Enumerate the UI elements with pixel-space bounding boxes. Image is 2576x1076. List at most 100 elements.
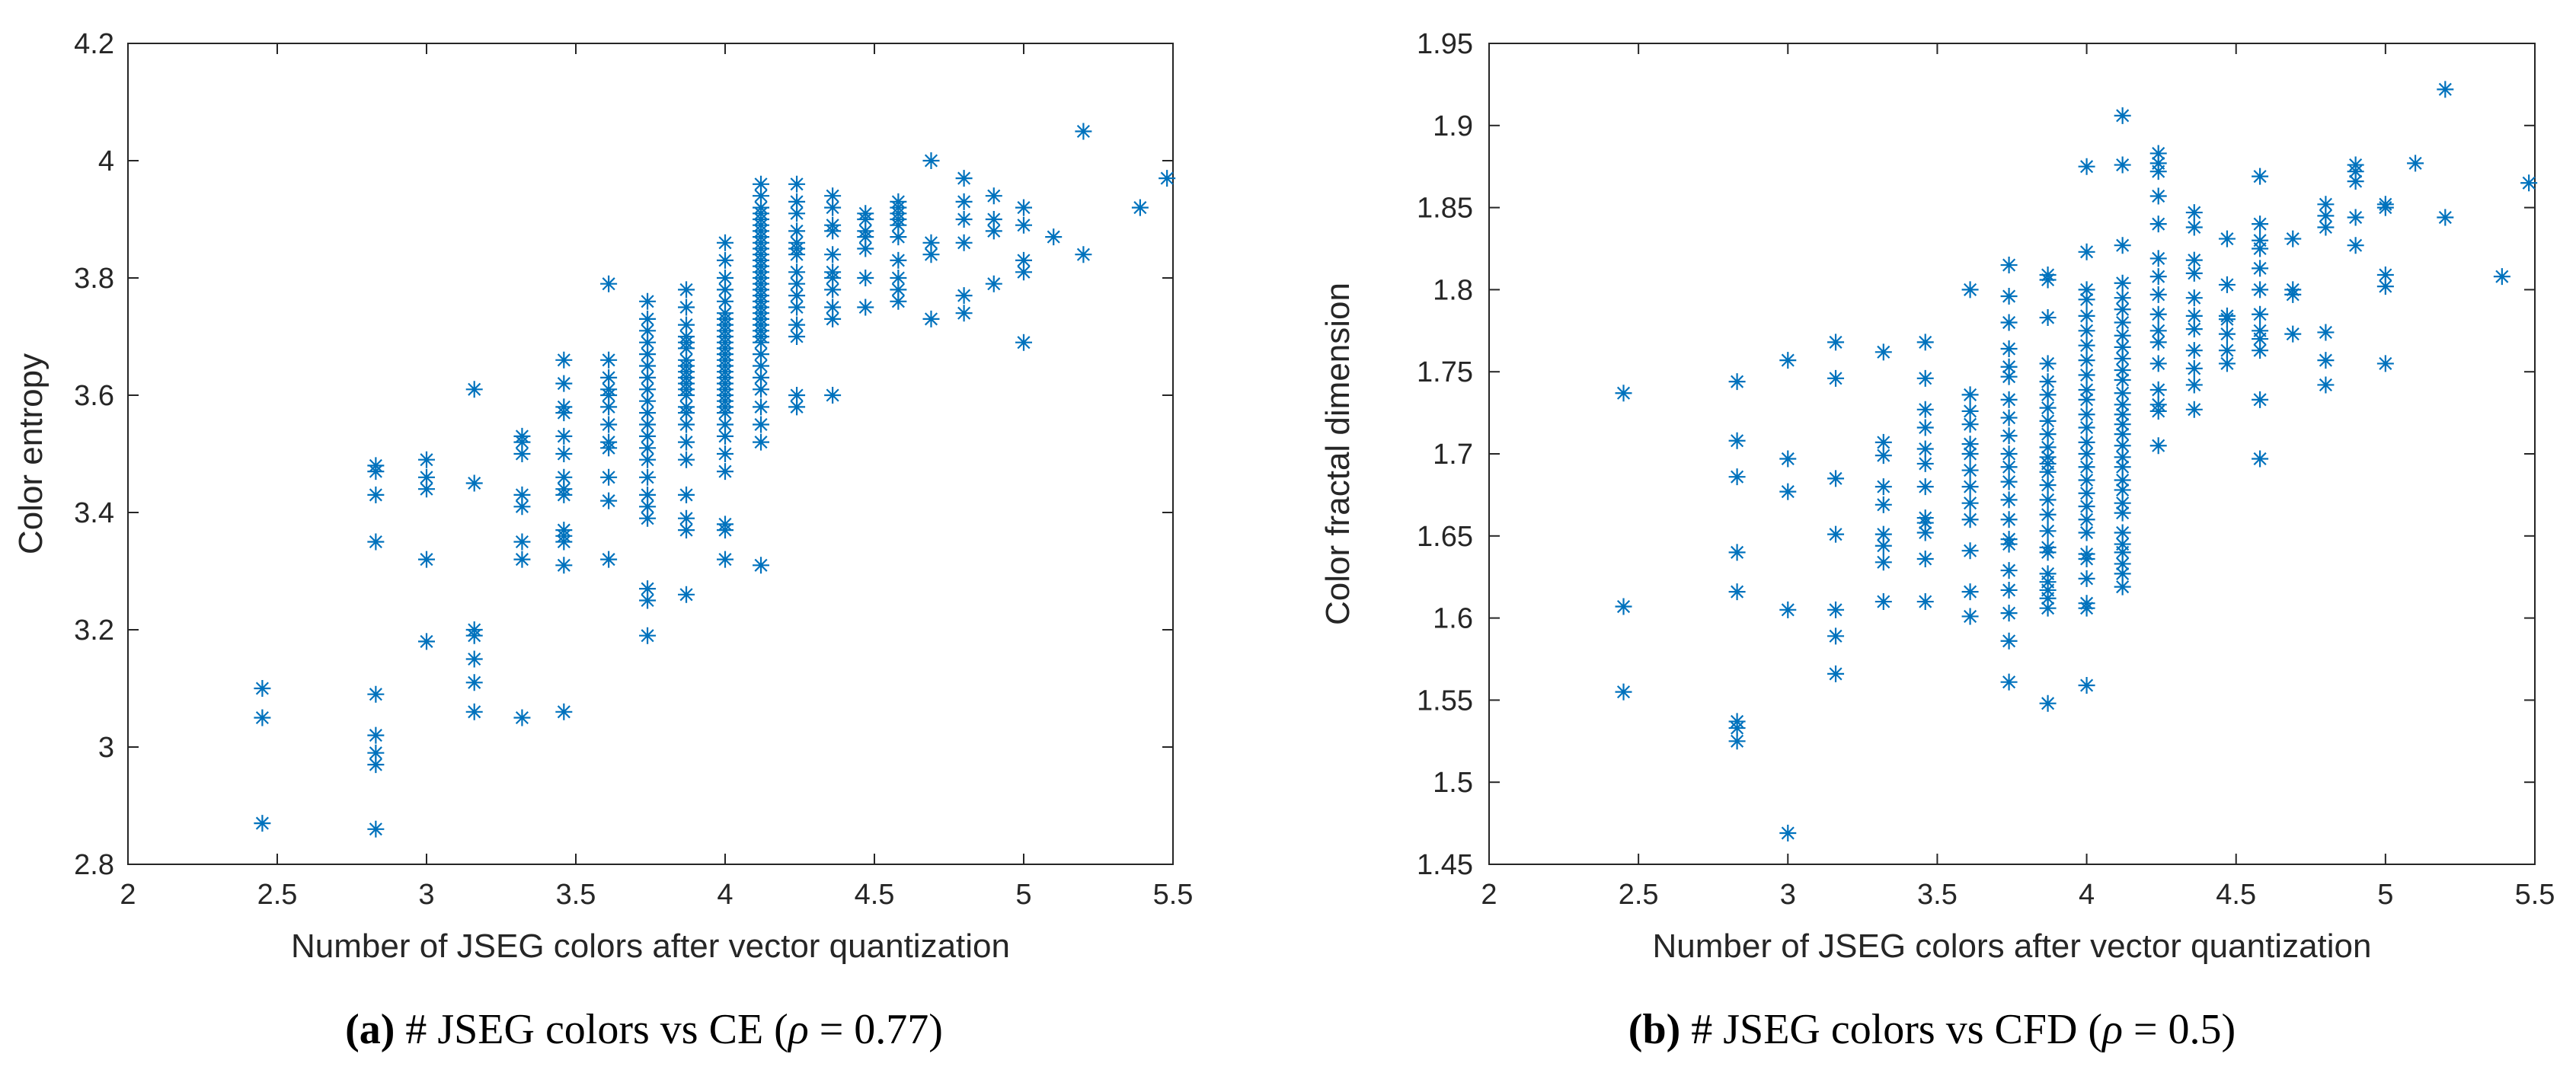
scatter-point-169 xyxy=(788,299,806,316)
scatter-point-105 xyxy=(717,445,733,462)
scatter-point-40 xyxy=(1916,419,1934,436)
scatter-point-72 xyxy=(2000,368,2018,385)
scatter-point-51 xyxy=(600,416,618,433)
scatter-point-107 xyxy=(717,416,733,433)
scatter-point-8 xyxy=(1728,468,1746,486)
scatter-point-29 xyxy=(1874,447,1892,465)
scatter-point-199 xyxy=(2252,305,2269,323)
scatter-point-185 xyxy=(2185,219,2203,236)
scatter-point-228 xyxy=(2437,81,2454,98)
scatter-point-125 xyxy=(717,305,733,322)
caption-b-value: = 0.5) xyxy=(2122,1006,2236,1053)
scatter-point-155 xyxy=(2114,289,2131,307)
scatter-point-211 xyxy=(922,152,940,169)
scatter-point-220 xyxy=(985,211,1002,228)
scatter-point-128 xyxy=(2078,243,2095,260)
scatter-point-168 xyxy=(2149,286,2167,303)
scatter-point-43 xyxy=(1916,334,1934,351)
scatter-point-14 xyxy=(418,481,435,498)
scatter-point-27 xyxy=(513,498,531,516)
x-tick-label-2: 3 xyxy=(1780,879,1796,911)
scatter-point-22 xyxy=(465,474,483,492)
y-tick-label-6: 4 xyxy=(98,145,114,177)
scatter-point-31 xyxy=(1874,343,1892,361)
scatter-point-83 xyxy=(678,451,695,468)
scatter-point-114 xyxy=(2078,458,2095,476)
scatter-point-172 xyxy=(788,263,806,281)
scatter-point-56 xyxy=(1961,281,1979,299)
y-tick-label-3: 3.4 xyxy=(74,497,114,529)
y-tick-label-2: 3.2 xyxy=(74,615,114,647)
scatter-point-205 xyxy=(2252,168,2269,185)
scatter-point-6 xyxy=(367,726,385,744)
scatter-point-23 xyxy=(465,381,483,398)
scatter-point-15 xyxy=(1779,352,1797,369)
scatter-point-44 xyxy=(555,375,573,392)
scatter-point-183 xyxy=(824,281,842,299)
scatter-point-18 xyxy=(1827,601,1845,618)
scatter-point-167 xyxy=(2149,305,2167,323)
y-tick-label-4: 3.6 xyxy=(74,380,114,412)
scatter-point-160 xyxy=(2149,437,2167,455)
scatter-point-97 xyxy=(678,328,695,345)
scatter-point-80 xyxy=(678,522,695,539)
scatter-point-94 xyxy=(2039,426,2057,443)
scatter-point-170 xyxy=(2149,250,2167,267)
x-tick-label-7: 5.5 xyxy=(1153,879,1194,911)
scatter-point-3 xyxy=(1728,733,1746,750)
scatter-point-102 xyxy=(2039,266,2057,283)
scatter-point-1 xyxy=(254,709,271,726)
scatter-point-188 xyxy=(824,216,842,234)
scatter-point-27 xyxy=(1874,496,1892,513)
scatter-point-26 xyxy=(1874,525,1892,543)
scatter-point-145 xyxy=(2114,406,2131,423)
scatter-point-209 xyxy=(922,246,940,263)
scatter-point-85 xyxy=(2039,538,2057,556)
scatter-point-208 xyxy=(922,310,940,327)
y-tick-label-7: 4.2 xyxy=(74,28,114,60)
scatter-point-213 xyxy=(955,287,973,305)
scatter-chart-a: 2 2.5 3 3.5 4 4.5 5 5.5 2.8 3 3.2 3.4 3.6 3.8 4 4.2 Numb… xyxy=(12,28,1194,965)
scatter-point-130 xyxy=(717,234,733,251)
scatter-point-45 xyxy=(1961,583,1979,601)
scatter-point-231 xyxy=(1159,170,1176,187)
scatter-point-129 xyxy=(717,251,733,269)
scatter-point-137 xyxy=(753,357,770,375)
scatter-point-18 xyxy=(465,674,483,691)
scatter-point-177 xyxy=(2185,376,2203,394)
caption-b: (b) # JSEG colors vs CFD (ρ = 0.5) xyxy=(1288,1005,2576,1054)
scatter-point-60 xyxy=(2000,581,2018,599)
scatter-point-152 xyxy=(2114,327,2131,344)
caption-a-value: = 0.77) xyxy=(808,1006,943,1053)
scatter-point-219 xyxy=(985,222,1002,240)
scatter-point-217 xyxy=(955,170,973,187)
scatter-point-136 xyxy=(2114,504,2131,522)
scatter-point-1 xyxy=(1615,598,1632,615)
scatter-point-140 xyxy=(2114,458,2131,476)
scatter-point-68 xyxy=(2000,445,2018,462)
scatter-point-12 xyxy=(1779,601,1797,618)
scatter-point-93 xyxy=(2039,439,2057,456)
scatter-point-19 xyxy=(465,650,483,668)
scatter-point-186 xyxy=(2185,204,2203,222)
scatter-point-31 xyxy=(513,427,531,445)
scatter-point-94 xyxy=(678,351,695,369)
scatter-point-132 xyxy=(2114,555,2131,573)
x-tick-label-3: 3.5 xyxy=(1917,879,1958,911)
scatter-point-139 xyxy=(2114,471,2131,489)
scatter-point-182 xyxy=(824,299,842,316)
scatter-point-222 xyxy=(1015,334,1032,351)
scatter-point-13 xyxy=(418,551,435,568)
scatter-point-47 xyxy=(600,492,618,509)
scatter-point-127 xyxy=(2078,281,2095,299)
scatter-point-190 xyxy=(824,187,842,205)
scatter-point-226 xyxy=(2407,155,2424,172)
scatter-point-125 xyxy=(2078,307,2095,324)
scatter-point-137 xyxy=(2114,494,2131,512)
scatter-point-24 xyxy=(513,709,531,726)
scatter-point-100 xyxy=(678,281,695,299)
scatter-point-0 xyxy=(1615,683,1632,701)
scatter-point-79 xyxy=(2039,599,2057,617)
x-tick-label-4: 4 xyxy=(2079,879,2095,911)
scatter-point-146 xyxy=(2114,396,2131,413)
